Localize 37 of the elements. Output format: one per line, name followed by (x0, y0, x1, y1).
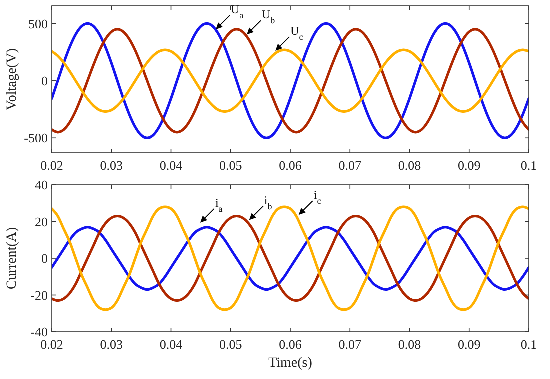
x-tick-label: 0.07 (338, 158, 362, 173)
x-tick-label: 0.1 (520, 158, 538, 173)
annotation: i$_{c}$ (314, 188, 322, 206)
annotation: i$_{a}$ (215, 196, 223, 214)
x-tick-label: 0.02 (40, 337, 64, 352)
y-tick-label: -40 (30, 324, 48, 340)
x-axis-title: Time(s) (268, 356, 313, 371)
line-series (52, 214, 529, 302)
x-tick-label: 0.05 (220, 158, 242, 173)
x-tick-label: 0.04 (160, 337, 184, 352)
annotation: U$_{a}$ (230, 2, 244, 21)
x-tick-label: 0.08 (398, 158, 422, 173)
annotation: U$_{c}$ (290, 24, 304, 42)
x-tick-label: 0.08 (398, 337, 422, 352)
y-tick-label: 0 (42, 73, 48, 88)
y-tick-label: -500 (24, 130, 48, 146)
annotation: U$_{b}$ (262, 8, 276, 26)
y-tick-label: 0 (42, 251, 48, 266)
line-series (52, 226, 529, 292)
x-tick-label: 0.05 (220, 337, 242, 352)
x-tick-label: 0.03 (100, 158, 123, 173)
y-tick-label: 20 (35, 214, 48, 230)
x-tick-label: 0.06 (279, 158, 302, 173)
y-axis-title: Current(A) (5, 227, 20, 290)
x-tick-label: 0.1 (520, 337, 538, 352)
x-tick-label: 0.09 (458, 158, 481, 173)
annotation: i$_{b}$ (264, 193, 273, 212)
x-tick-label: 0.09 (458, 337, 481, 352)
x-tick-label: 0.07 (338, 337, 362, 352)
x-tick-label: 0.03 (100, 337, 123, 352)
x-tick-label: 0.04 (160, 158, 184, 173)
x-tick-label: 0.02 (40, 158, 64, 173)
y-axis-title: Voltage(V) (5, 48, 20, 110)
y-tick-label: 500 (28, 16, 48, 32)
x-tick-label: 0.06 (279, 337, 302, 352)
y-tick-label: -20 (30, 288, 48, 303)
y-tick-label: 40 (35, 178, 48, 193)
